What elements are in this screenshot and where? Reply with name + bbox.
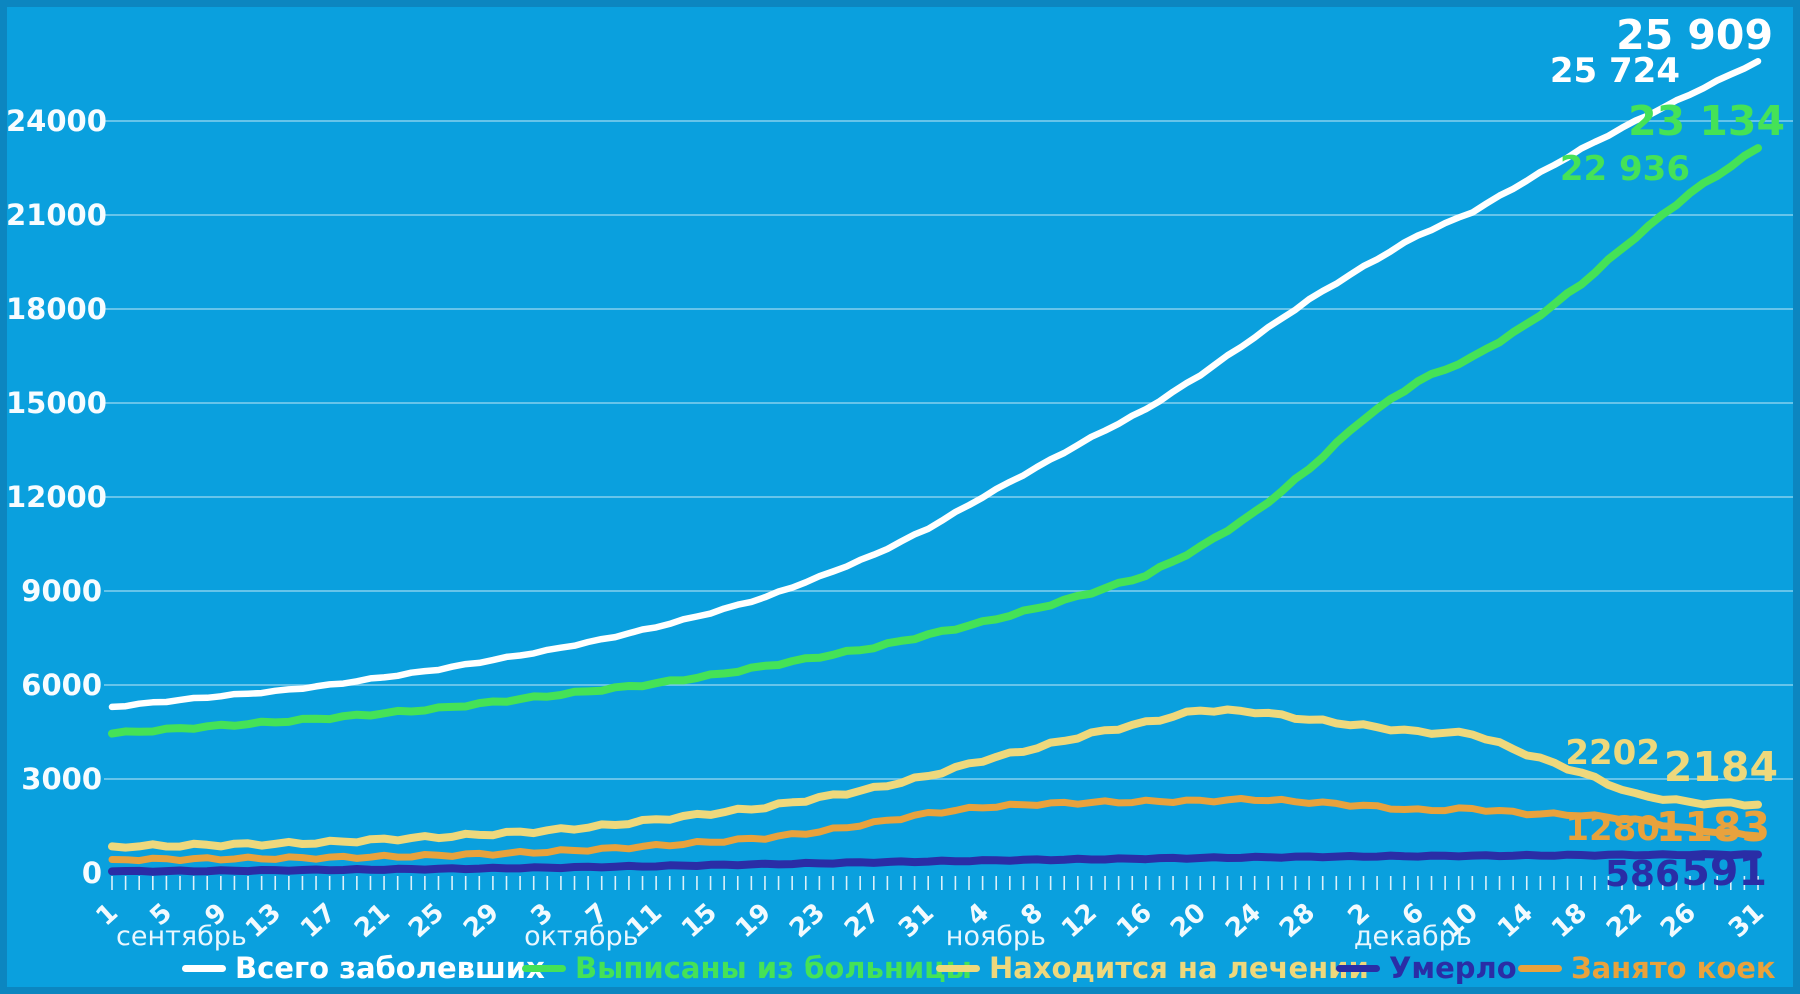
legend-label-beds: Занято коек — [1571, 951, 1776, 985]
series-line-1 — [108, 144, 1762, 738]
data-label-deaths-prev: 586 — [1604, 854, 1680, 895]
month-label: декабрь — [1353, 921, 1472, 952]
data-label-deaths-last: 591 — [1681, 847, 1767, 895]
series-line-0 — [108, 57, 1762, 711]
month-label: ноябрь — [945, 921, 1046, 952]
legend-dash-beds-icon — [1518, 964, 1562, 972]
legend-dash-treatment-icon — [936, 964, 980, 972]
month-label: октябрь — [524, 921, 639, 952]
series-line-2 — [108, 705, 1762, 852]
data-label-discharged-prev: 22 936 — [1559, 149, 1690, 189]
legend-dash-discharged-icon — [522, 964, 566, 972]
y-axis-label: 9000 — [21, 574, 102, 608]
chart-legend: Всего заболевших Выписаны из больницы На… — [0, 948, 1800, 988]
legend-label-deaths: Умерло — [1389, 951, 1517, 985]
legend-label-total: Всего заболевших — [235, 951, 545, 985]
y-axis-label: 18000 — [6, 292, 107, 326]
legend-item-deaths: Умерло — [1336, 948, 1517, 988]
y-axis-label: 0 — [81, 856, 102, 890]
legend-item-discharged: Выписаны из больницы — [522, 948, 972, 988]
data-label-beds-prev: 1280 — [1565, 809, 1660, 849]
legend-dash-deaths-icon — [1336, 964, 1380, 972]
y-axis-label: 3000 — [21, 762, 102, 796]
legend-item-beds: Занято коек — [1518, 948, 1776, 988]
legend-dash-total-icon — [182, 964, 226, 972]
month-label: сентябрь — [116, 921, 247, 952]
data-label-total-last: 25 909 — [1616, 11, 1773, 59]
y-axis-label: 12000 — [6, 480, 107, 514]
legend-label-discharged: Выписаны из больницы — [575, 951, 972, 985]
legend-item-total: Всего заболевших — [182, 948, 545, 988]
legend-label-treatment: Находится на лечении — [989, 951, 1369, 985]
y-axis-label: 15000 — [6, 386, 107, 420]
data-label-beds-last: 1183 — [1655, 803, 1770, 851]
data-label-total-prev: 25 724 — [1549, 51, 1680, 91]
y-axis-label: 24000 — [6, 104, 107, 138]
series-line-3 — [108, 850, 1762, 876]
legend-item-treatment: Находится на лечении — [936, 948, 1369, 988]
data-label-treatment-last: 2184 — [1663, 743, 1778, 791]
data-label-discharged-last: 23 134 — [1628, 97, 1785, 145]
data-label-treatment-prev: 2202 — [1565, 733, 1660, 773]
y-axis-label: 6000 — [21, 668, 102, 702]
series-line-4 — [108, 795, 1762, 865]
y-axis-label: 21000 — [6, 198, 107, 232]
